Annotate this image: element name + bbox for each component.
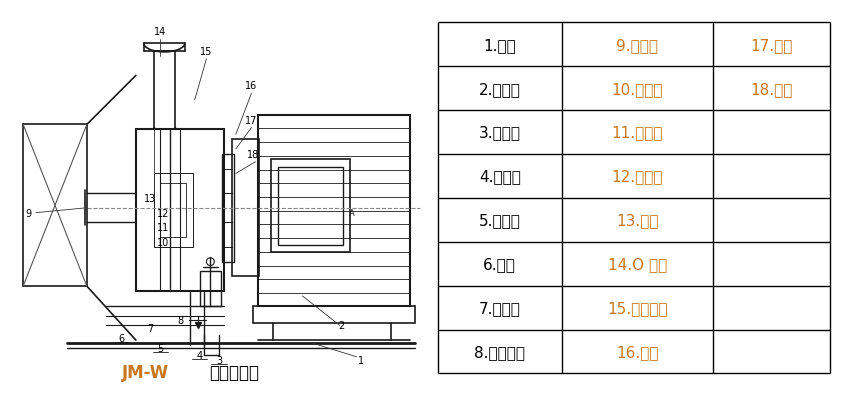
Text: 2.电动机: 2.电动机 <box>479 81 521 96</box>
Text: 4: 4 <box>196 350 202 360</box>
Text: 2: 2 <box>339 321 345 330</box>
Text: 5.循环管: 5.循环管 <box>479 213 521 228</box>
Text: 14: 14 <box>154 27 166 37</box>
Text: 6.手柄: 6.手柄 <box>483 257 516 272</box>
Text: 10.旋叶刀: 10.旋叶刀 <box>611 81 663 96</box>
Text: 12.静磨盘: 12.静磨盘 <box>611 169 663 184</box>
Text: 7: 7 <box>148 324 153 333</box>
Text: 5: 5 <box>158 343 164 353</box>
Text: 6: 6 <box>118 333 124 343</box>
Text: 7.调节盘: 7.调节盘 <box>479 301 521 315</box>
Text: JM-W: JM-W <box>122 364 169 382</box>
Text: 17: 17 <box>245 115 258 125</box>
Text: 14.O 型圈: 14.O 型圈 <box>608 257 667 272</box>
Bar <box>153 174 193 247</box>
Text: 18.端盖: 18.端盖 <box>750 81 792 96</box>
Bar <box>232 140 260 277</box>
Text: 3: 3 <box>216 355 223 365</box>
Bar <box>153 52 175 130</box>
Bar <box>278 167 343 245</box>
Text: 16.壳体: 16.壳体 <box>616 344 658 359</box>
Bar <box>254 306 416 324</box>
Text: 16: 16 <box>245 81 258 91</box>
Bar <box>271 159 350 252</box>
Text: 9: 9 <box>25 208 31 218</box>
Text: 9.加料斗: 9.加料斗 <box>616 38 658 53</box>
Bar <box>200 272 221 306</box>
Text: 15: 15 <box>201 47 212 57</box>
Bar <box>136 130 224 291</box>
Text: A: A <box>349 209 354 217</box>
Text: 1: 1 <box>358 355 364 365</box>
Text: 17.轴承: 17.轴承 <box>750 38 792 53</box>
Text: 8.冷却接头: 8.冷却接头 <box>475 344 525 359</box>
Text: 13.刻度: 13.刻度 <box>616 213 658 228</box>
Text: 8: 8 <box>177 315 183 326</box>
Text: 卧式胶体磨: 卧式胶体磨 <box>209 364 259 382</box>
Bar <box>222 154 234 262</box>
Text: 11: 11 <box>157 223 169 233</box>
Text: 15.机械密封: 15.机械密封 <box>607 301 668 315</box>
Text: 3.排漏口: 3.排漏口 <box>479 125 521 140</box>
Text: 12: 12 <box>157 208 169 218</box>
Text: 18: 18 <box>247 149 260 160</box>
Bar <box>259 115 411 306</box>
Text: 11.动磨盘: 11.动磨盘 <box>611 125 663 140</box>
Text: 13: 13 <box>144 194 157 203</box>
Text: 10: 10 <box>157 237 169 247</box>
Text: 4.出料口: 4.出料口 <box>479 169 521 184</box>
Text: 1.底座: 1.底座 <box>483 38 516 53</box>
Bar <box>160 184 185 238</box>
